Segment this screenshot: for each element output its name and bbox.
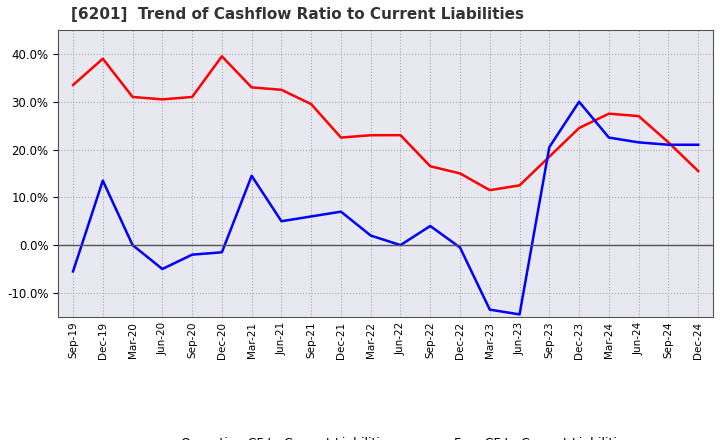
- Free CF to Current Liabilities: [694, 142, 703, 147]
- Operating CF to Current Liabilities: [485, 187, 494, 193]
- Operating CF to Current Liabilities: [68, 82, 77, 88]
- Free CF to Current Liabilities: [396, 242, 405, 248]
- Operating CF to Current Liabilities: [634, 114, 643, 119]
- Operating CF to Current Liabilities: [575, 125, 583, 131]
- Text: [6201]  Trend of Cashflow Ratio to Current Liabilities: [6201] Trend of Cashflow Ratio to Curren…: [71, 7, 524, 22]
- Free CF to Current Liabilities: [605, 135, 613, 140]
- Free CF to Current Liabilities: [485, 307, 494, 312]
- Free CF to Current Liabilities: [307, 214, 315, 219]
- Operating CF to Current Liabilities: [188, 94, 197, 99]
- Free CF to Current Liabilities: [575, 99, 583, 104]
- Operating CF to Current Liabilities: [366, 132, 375, 138]
- Operating CF to Current Liabilities: [99, 56, 107, 61]
- Operating CF to Current Liabilities: [516, 183, 524, 188]
- Operating CF to Current Liabilities: [337, 135, 346, 140]
- Free CF to Current Liabilities: [366, 233, 375, 238]
- Free CF to Current Liabilities: [516, 312, 524, 317]
- Operating CF to Current Liabilities: [664, 140, 672, 145]
- Operating CF to Current Liabilities: [545, 154, 554, 159]
- Operating CF to Current Liabilities: [456, 171, 464, 176]
- Free CF to Current Liabilities: [128, 242, 137, 248]
- Operating CF to Current Liabilities: [396, 132, 405, 138]
- Free CF to Current Liabilities: [634, 140, 643, 145]
- Operating CF to Current Liabilities: [605, 111, 613, 116]
- Free CF to Current Liabilities: [188, 252, 197, 257]
- Free CF to Current Liabilities: [68, 269, 77, 274]
- Operating CF to Current Liabilities: [426, 164, 435, 169]
- Operating CF to Current Liabilities: [694, 169, 703, 174]
- Operating CF to Current Liabilities: [307, 102, 315, 107]
- Operating CF to Current Liabilities: [128, 94, 137, 99]
- Free CF to Current Liabilities: [248, 173, 256, 179]
- Line: Free CF to Current Liabilities: Free CF to Current Liabilities: [73, 102, 698, 315]
- Free CF to Current Liabilities: [426, 224, 435, 229]
- Line: Operating CF to Current Liabilities: Operating CF to Current Liabilities: [73, 56, 698, 190]
- Legend: Operating CF to Current Liabilities, Free CF to Current Liabilities: Operating CF to Current Liabilities, Fre…: [135, 432, 636, 440]
- Operating CF to Current Liabilities: [158, 97, 166, 102]
- Free CF to Current Liabilities: [99, 178, 107, 183]
- Operating CF to Current Liabilities: [248, 85, 256, 90]
- Free CF to Current Liabilities: [217, 249, 226, 255]
- Operating CF to Current Liabilities: [217, 54, 226, 59]
- Free CF to Current Liabilities: [456, 245, 464, 250]
- Free CF to Current Liabilities: [158, 266, 166, 271]
- Operating CF to Current Liabilities: [277, 87, 286, 92]
- Free CF to Current Liabilities: [277, 219, 286, 224]
- Free CF to Current Liabilities: [337, 209, 346, 214]
- Free CF to Current Liabilities: [545, 144, 554, 150]
- Free CF to Current Liabilities: [664, 142, 672, 147]
